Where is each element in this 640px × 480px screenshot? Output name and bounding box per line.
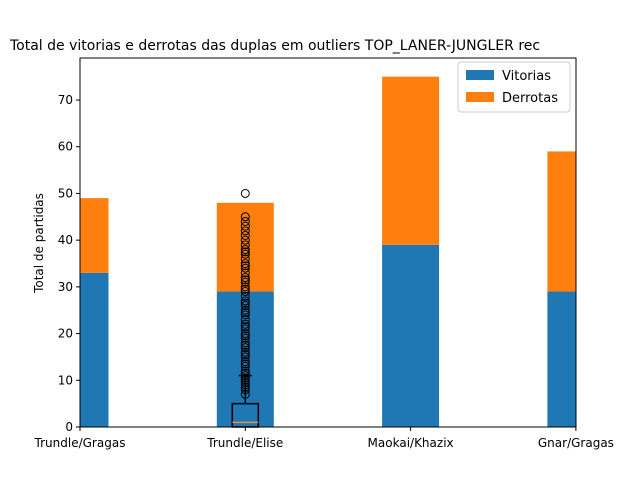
boxplot-outlier-45 [240, 247, 250, 257]
boxplot-outlier-4 [240, 378, 250, 388]
boxplot-outlier-30 [240, 298, 250, 308]
boxplot-outlier-54 [240, 188, 250, 198]
legend-swatch-1 [466, 92, 494, 102]
boxplot-outlier-39 [240, 268, 250, 278]
boxplot-outlier-1 [240, 385, 250, 395]
bar-derrotas-0 [80, 198, 109, 273]
boxplot-outlier-33 [240, 287, 250, 297]
boxplot-outlier-17 [240, 340, 250, 350]
y-tick-label-70: 70 [58, 93, 73, 107]
boxplot-outlier-50 [240, 226, 250, 236]
boxplot-outlier-27 [240, 308, 250, 318]
y-tick-label-50: 50 [58, 186, 73, 200]
boxplot-outlier-19 [240, 333, 250, 343]
y-tick-label-40: 40 [58, 233, 73, 247]
bar-derrotas-3 [547, 151, 576, 292]
boxplot [231, 188, 260, 428]
boxplot-outlier-18 [240, 338, 250, 348]
boxplot-outlier-40 [240, 263, 250, 273]
boxplot-outlier-41 [240, 261, 250, 271]
x-tick-label-1: Trundle/Elise [206, 436, 283, 450]
boxplot-outlier-46 [240, 245, 250, 255]
boxplot-outlier-2 [240, 382, 250, 392]
boxplot-outlier-7 [240, 371, 250, 381]
y-tick-label-60: 60 [58, 140, 73, 154]
boxplot-outlier-0 [240, 389, 250, 399]
boxplot-outlier-23 [240, 322, 250, 332]
boxplot-outlier-49 [240, 230, 250, 240]
boxplot-outlier-26 [240, 310, 250, 320]
boxplot-outlier-5 [240, 375, 250, 385]
boxplot-outlier-52 [240, 216, 250, 226]
y-tick-label-10: 10 [58, 373, 73, 387]
boxplot-outlier-3 [240, 380, 250, 390]
boxplot-outlier-13 [240, 352, 250, 362]
legend-label-1: Derrotas [502, 91, 558, 106]
boxplot-outlier-35 [240, 282, 250, 292]
boxplot-outlier-11 [240, 359, 250, 369]
axes: 0 10 20 30 40 50 60 70 Trundle/Gragas Trundle/Eli… [34, 57, 614, 450]
bar-vitorias-2 [382, 244, 440, 427]
boxplot-outlier-21 [240, 329, 250, 339]
boxplot-outlier-48 [240, 235, 250, 245]
boxplot-outlier-10 [240, 361, 250, 371]
boxplot-outlier-14 [240, 350, 250, 360]
boxplot-outlier-34 [240, 284, 250, 294]
x-tick-label-2: Maokai/Khazix [368, 436, 454, 450]
y-tick-label-0: 0 [65, 420, 73, 434]
y-tick-label-30: 30 [58, 280, 73, 294]
bars-layer [80, 76, 576, 427]
x-tick-label-0: Trundle/Gragas [34, 436, 126, 450]
boxplot-outlier-6 [240, 373, 250, 383]
boxplot-outlier-12 [240, 357, 250, 367]
x-tick-label-3: Gnar/Gragas [538, 436, 614, 450]
chart-title: Total de vitorias e derrotas das duplas … [9, 38, 540, 54]
legend-swatch-0 [466, 70, 494, 80]
boxplot-outlier-36 [240, 277, 250, 287]
y-tick-label-20: 20 [58, 327, 73, 341]
boxplot-outlier-15 [240, 347, 250, 357]
boxplot-outlier-43 [240, 254, 250, 264]
boxplot-outlier-9 [240, 366, 250, 376]
boxplot-outlier-24 [240, 319, 250, 329]
bar-vitorias-1 [216, 291, 274, 427]
bar-vitorias-0 [80, 272, 109, 427]
legend-label-0: Vitorias [502, 69, 551, 84]
boxplot-outlier-37 [240, 275, 250, 285]
boxplot-outlier-29 [240, 301, 250, 311]
plot-frame [79, 57, 577, 428]
boxplot-outlier-22 [240, 324, 250, 334]
boxplot-outlier-38 [240, 273, 250, 283]
bar-vitorias-3 [547, 291, 576, 427]
y-axis-label: Total de partidas [32, 193, 46, 294]
boxplot-outlier-47 [240, 240, 250, 250]
boxplot-outlier-8 [240, 368, 250, 378]
boxplot-outlier-53 [240, 212, 250, 222]
boxplot-outlier-32 [240, 291, 250, 301]
boxplot-outlier-42 [240, 259, 250, 269]
boxplot-outlier-51 [240, 221, 250, 231]
boxplot-outlier-44 [240, 249, 250, 259]
boxplot-outlier-25 [240, 315, 250, 325]
boxplot-outlier-28 [240, 305, 250, 315]
bar-derrotas-2 [382, 76, 440, 245]
boxplot-outlier-31 [240, 296, 250, 306]
boxplot-outlier-20 [240, 331, 250, 341]
legend: Vitorias Derrotas [457, 61, 571, 113]
boxplot-outlier-16 [240, 343, 250, 353]
